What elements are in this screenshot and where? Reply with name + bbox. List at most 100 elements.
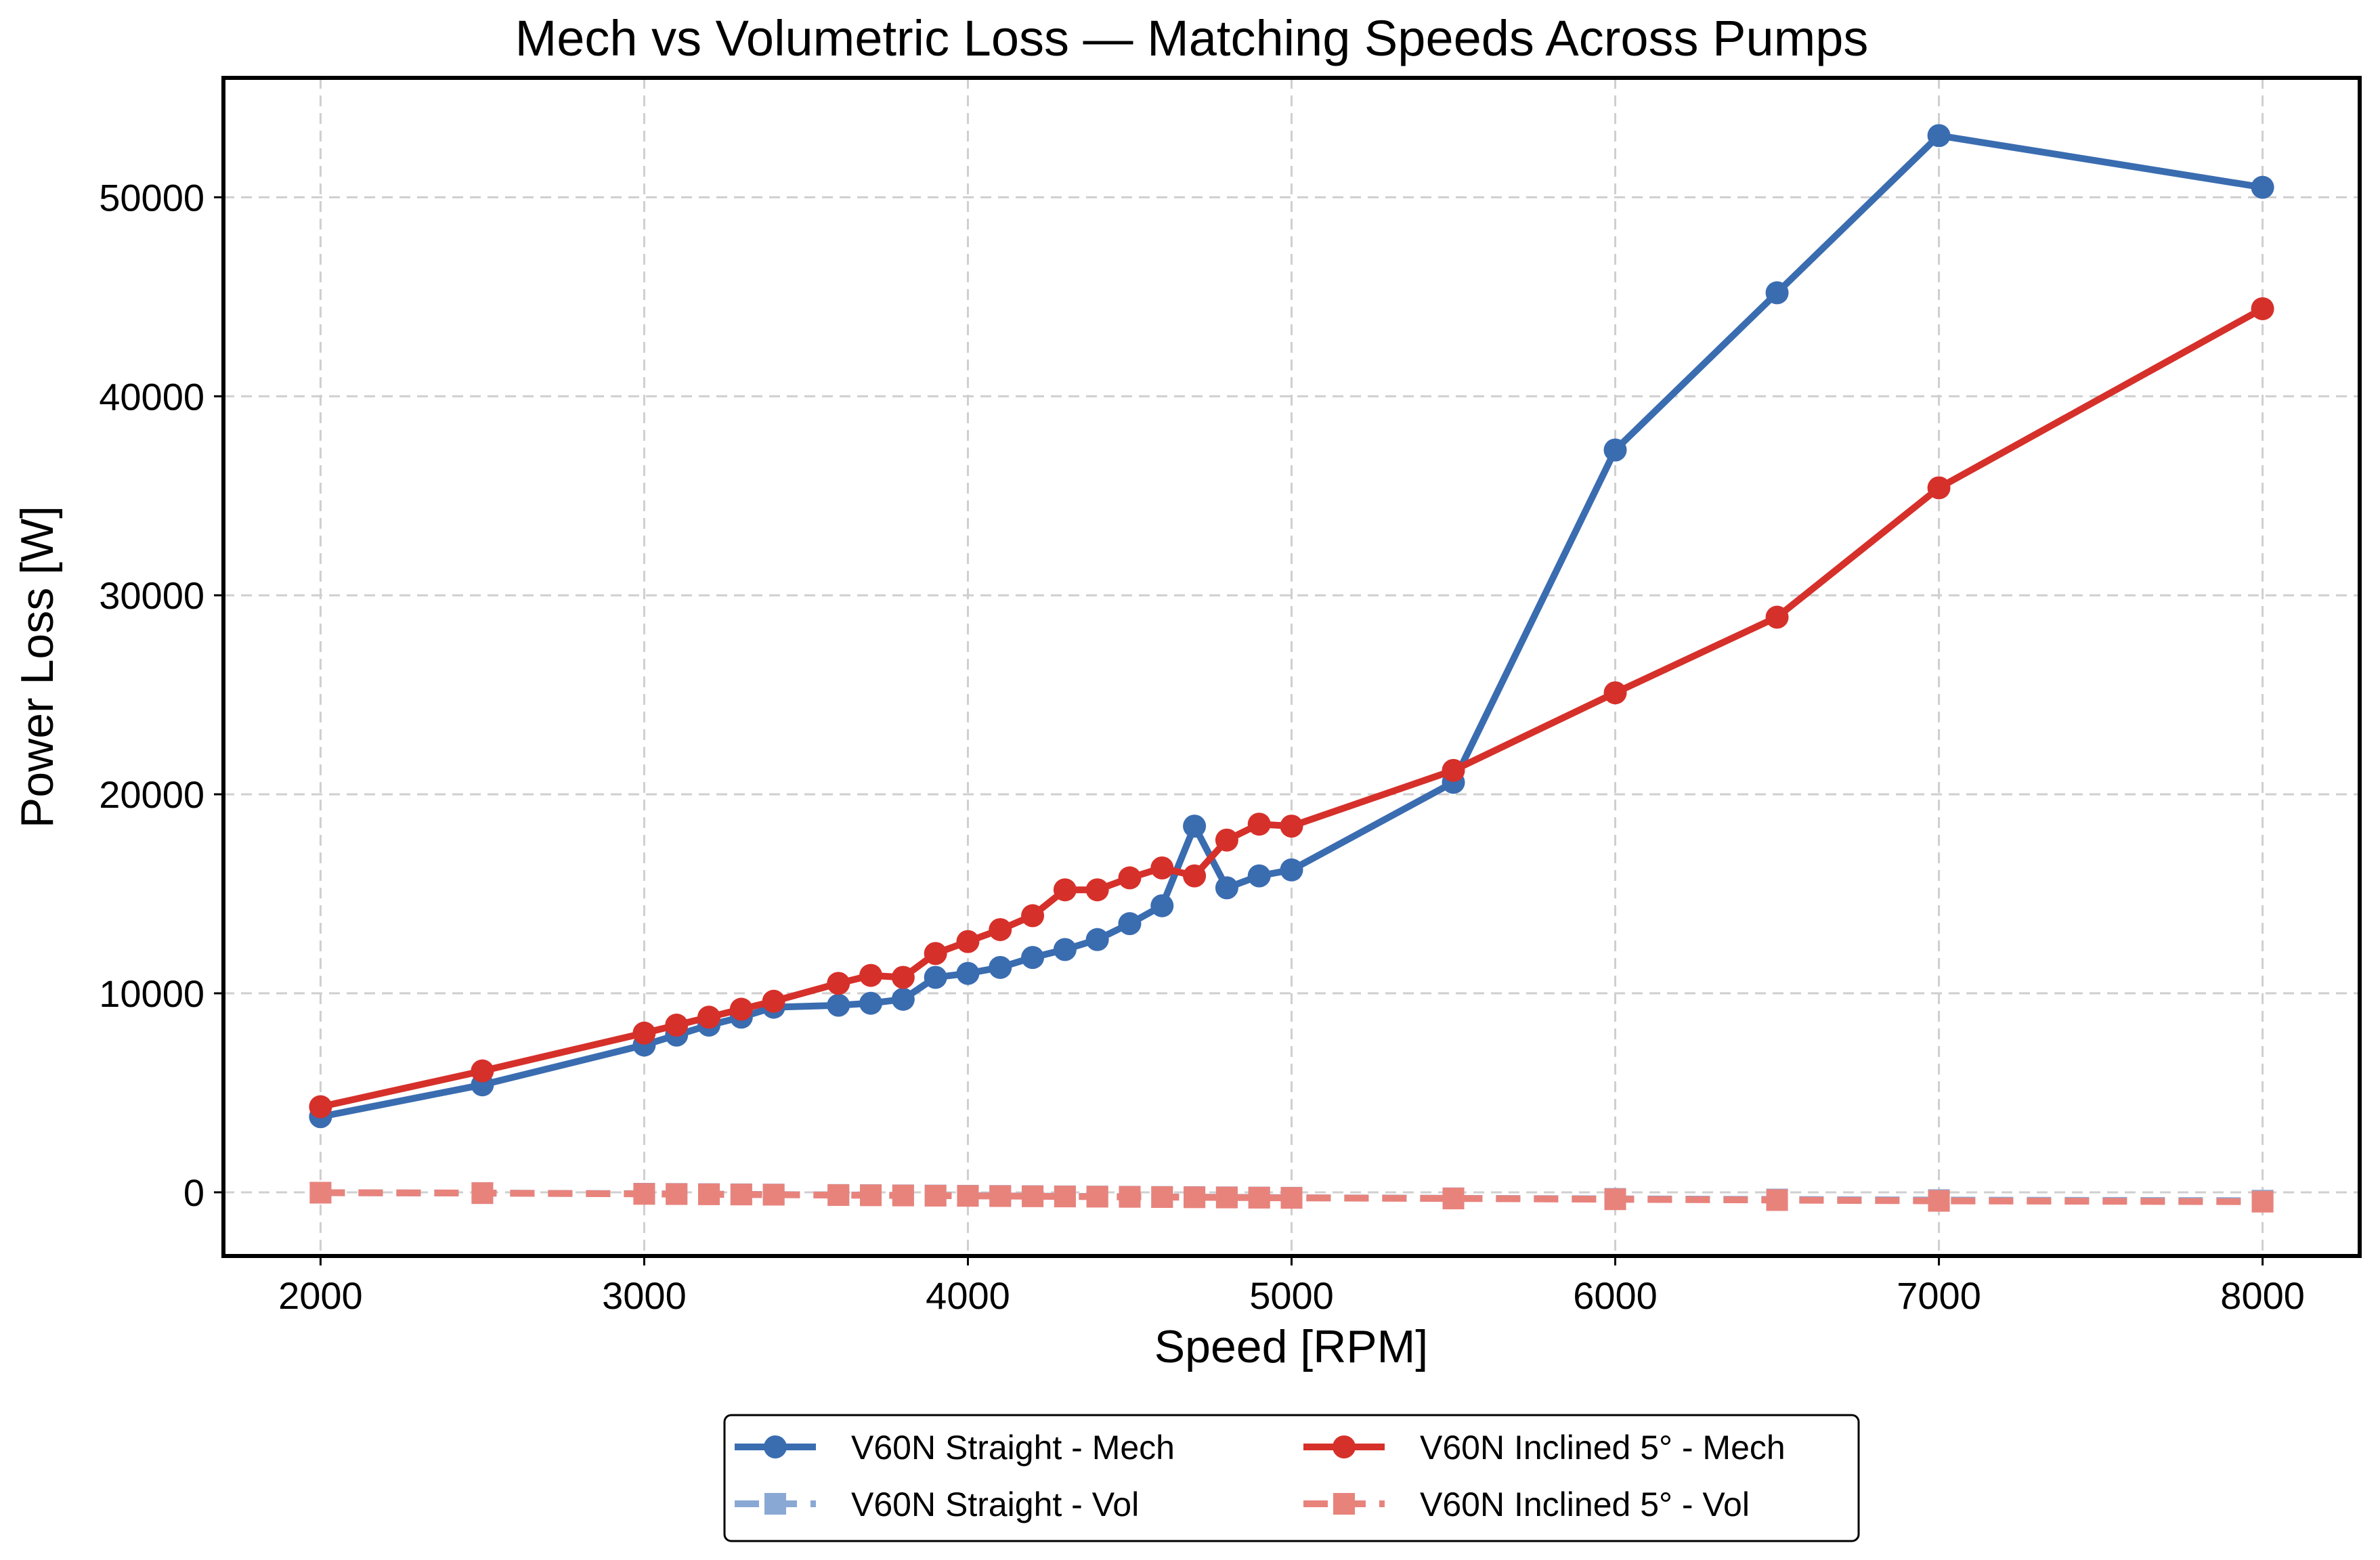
data-point [989,955,1012,979]
legend-label: V60N Inclined 5° - Mech [1420,1429,1786,1467]
tick-layer: 2000 3000 4000 5000 6000 7000 8000 0 10000 20000 3… [99,176,2305,1317]
legend-swatch-marker [764,1493,786,1515]
data-point [632,1021,656,1045]
data-point [1184,1186,1206,1209]
data-point [1765,281,1789,305]
y-tick-label: 10000 [99,972,204,1015]
data-point [1119,1186,1141,1208]
data-point [891,966,915,989]
x-tick-label: 3000 [602,1274,687,1317]
data-point [1603,681,1627,705]
data-point [924,966,947,989]
data-point [1248,1186,1270,1209]
x-tick-label: 4000 [926,1274,1010,1317]
legend-label: V60N Straight - Vol [851,1486,1139,1523]
data-point [1765,605,1789,629]
data-point [1183,815,1207,838]
data-point [1183,864,1207,888]
data-point [1085,878,1109,902]
data-point [1247,812,1271,836]
data-point [729,997,753,1021]
data-point [1766,1189,1788,1211]
data-point [1118,912,1142,936]
data-point [1022,1185,1044,1207]
data-point [989,917,1012,941]
data-point [762,989,785,1013]
data-point [1604,1188,1626,1211]
legend-swatch-marker [1333,1493,1355,1515]
data-point [1053,938,1077,961]
data-point [827,1184,850,1207]
data-point [860,1184,882,1207]
data-point [1150,894,1174,917]
series-layer [309,124,2274,1213]
legend-label: V60N Inclined 5° - Vol [1420,1486,1750,1523]
data-point [956,961,980,985]
data-point [827,993,850,1017]
x-axis-label: Speed [RPM] [1154,1321,1428,1372]
legend: V60N Straight - Mech V60N Straight - Vol V… [723,1414,1860,1542]
x-tick-label: 5000 [1249,1274,1334,1317]
data-point [892,1184,914,1207]
data-point [1118,866,1142,890]
data-point [2251,1190,2274,1213]
data-point [2251,175,2274,199]
data-point [956,930,980,953]
legend-frame [723,1414,1860,1542]
y-axis-label: Power Loss [W] [12,506,63,828]
data-point [1280,1187,1303,1209]
data-point [1442,1188,1465,1210]
data-point [762,1184,785,1206]
data-point [1215,876,1238,900]
y-tick-label: 20000 [99,773,204,816]
data-point [1021,904,1045,928]
chart-title: Mech vs Volumetric Loss — Matching Speed… [515,10,1869,66]
series-3 [309,1182,2274,1213]
data-point [309,1182,332,1204]
y-tick-label: 40000 [99,375,204,418]
data-point [859,963,883,987]
data-point [1151,1186,1173,1208]
data-point [924,1184,947,1207]
data-point [697,1005,721,1029]
data-point [1442,758,1465,782]
data-point [924,942,947,966]
data-point [1247,864,1271,888]
data-point [989,1185,1012,1207]
data-point [633,1183,655,1205]
data-point [698,1183,720,1205]
x-tick-label: 2000 [278,1274,363,1317]
legend-item-3: V60N Inclined 5° - Vol [1303,1486,1750,1523]
data-point [309,1095,332,1119]
data-point [471,1059,494,1083]
data-point [1927,124,1951,148]
legend-item-2: V60N Inclined 5° - Mech [1303,1429,1786,1467]
data-point [1928,1190,1950,1212]
y-tick-label: 0 [183,1171,204,1214]
data-point [665,1014,689,1037]
data-point [471,1182,494,1205]
data-point [2251,297,2274,320]
legend-swatch-marker [764,1435,787,1458]
data-point [1280,815,1303,838]
data-point [1927,476,1951,500]
data-point [1086,1186,1108,1208]
data-point [1215,828,1238,852]
data-point [1054,1186,1076,1208]
y-tick-label: 30000 [99,574,204,617]
data-point [1085,928,1109,951]
data-point [1215,1186,1238,1209]
x-tick-label: 8000 [2220,1274,2305,1317]
data-point [666,1183,688,1205]
data-point [827,972,850,995]
x-tick-label: 7000 [1897,1274,1981,1317]
data-point [957,1185,979,1207]
data-point [1021,946,1045,970]
data-point [1280,858,1303,882]
grid-layer [223,78,2360,1256]
y-tick-label: 50000 [99,176,204,219]
legend-swatch-marker [1333,1435,1356,1458]
